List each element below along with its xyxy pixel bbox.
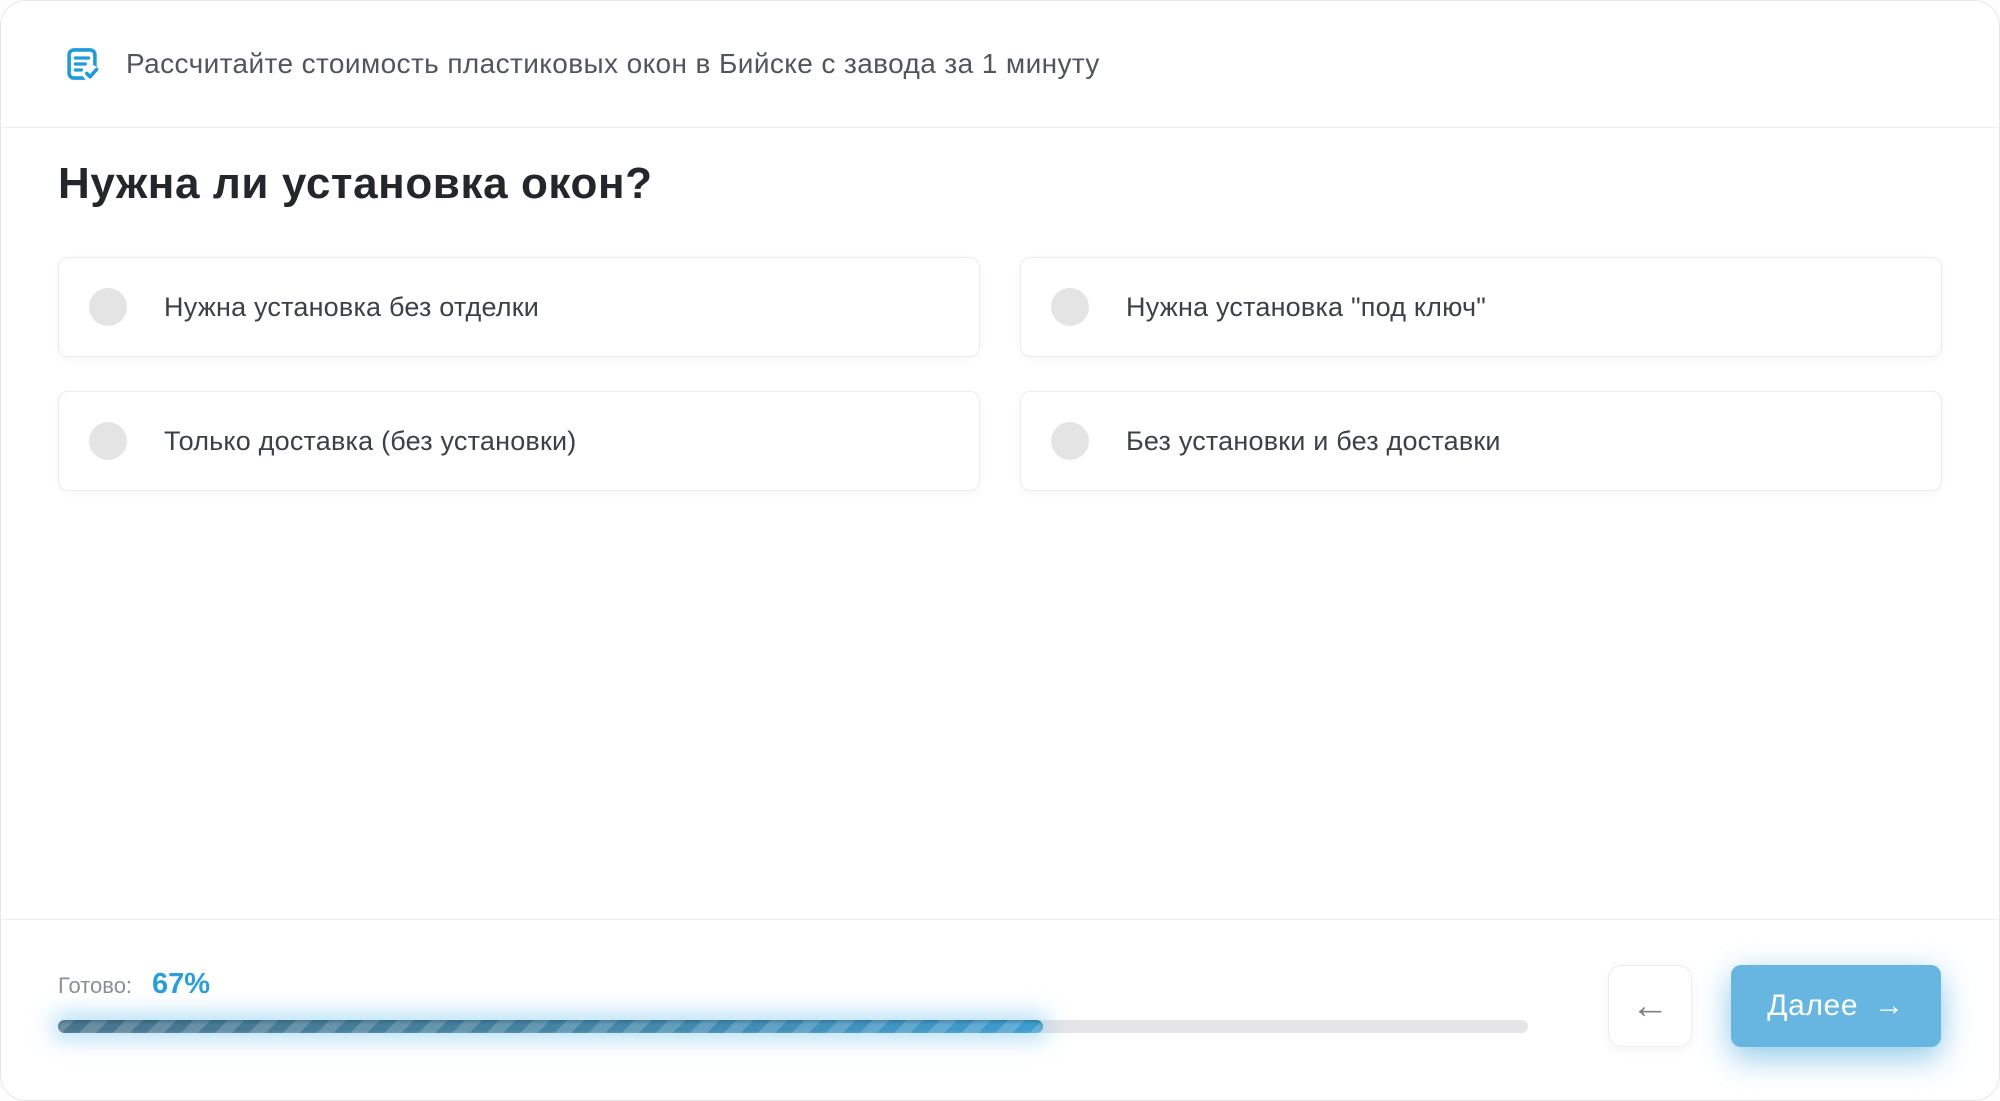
progress-label: Готово: (58, 973, 133, 998)
next-button-label: Далее (1767, 989, 1859, 1022)
option-delivery-only[interactable]: Только доставка (без установки) (58, 391, 980, 491)
option-label: Без установки и без доставки (1126, 425, 1501, 456)
question-title: Нужна ли установка окон? (58, 159, 653, 208)
option-install-no-finishing[interactable]: Нужна установка без отделки (58, 257, 980, 357)
next-button[interactable]: Далее → (1731, 965, 1941, 1047)
progress-caption: Готово: 67% (58, 968, 210, 1001)
radio-circle (89, 288, 127, 326)
topbar-title: Рассчитайте стоимость пластиковых окон в… (126, 48, 1100, 79)
option-label: Нужна установка без отделки (164, 291, 540, 322)
footer: Готово: 67% ← Далее → (1, 919, 1999, 1100)
radio-circle (1051, 422, 1089, 460)
topbar: Рассчитайте стоимость пластиковых окон в… (1, 1, 1999, 128)
progress-percent: 67% (152, 968, 211, 1000)
progress-bar-fill (58, 1020, 1043, 1033)
arrow-right-icon: → (1874, 989, 1905, 1022)
option-install-turnkey[interactable]: Нужна установка "под ключ" (1020, 257, 1942, 357)
radio-circle (89, 422, 127, 460)
option-label: Нужна установка "под ключ" (1126, 291, 1487, 322)
checklist-icon (64, 46, 100, 82)
back-button[interactable]: ← (1608, 965, 1692, 1047)
options-grid: Нужна установка без отделки Нужна устано… (58, 257, 1942, 491)
option-label: Только доставка (без установки) (164, 425, 577, 456)
option-no-install-no-delivery[interactable]: Без установки и без доставки (1020, 391, 1942, 491)
progress-bar-track (58, 1020, 1528, 1033)
arrow-left-icon: ← (1631, 984, 1669, 1027)
radio-circle (1051, 288, 1089, 326)
